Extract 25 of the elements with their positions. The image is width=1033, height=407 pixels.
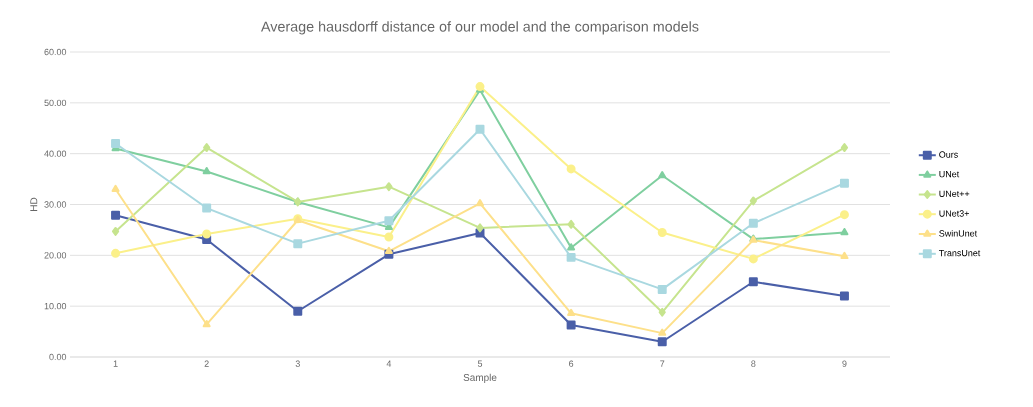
x-tick-label: 6: [569, 360, 574, 367]
legend-label: SwinUnet: [939, 230, 978, 237]
y-tick-label: 20.00: [44, 252, 67, 259]
chart-title: Average hausdorff distance of our model and the comparison models: [260, 21, 699, 35]
x-tick-label: 8: [751, 360, 756, 367]
y-tick-label: 50.00: [44, 99, 67, 107]
x-tick-label: 1: [113, 360, 118, 367]
y-tick-label: 10.00: [44, 302, 67, 310]
x-tick-label: 7: [660, 360, 665, 367]
y-tick-label: 40.00: [44, 150, 67, 157]
x-tick-label: 2: [204, 360, 209, 367]
legend-label: UNet: [939, 171, 960, 178]
x-tick-label: 5: [477, 360, 483, 367]
y-tick-label: 30.00: [44, 201, 67, 208]
y-axis-title: HD: [30, 197, 38, 211]
x-tick-label: 4: [386, 360, 392, 367]
legend-label: Ours: [939, 151, 958, 158]
x-tick-label: 9: [842, 360, 847, 367]
y-tick-label: 60.00: [44, 48, 67, 56]
x-axis-title: Sample: [463, 373, 497, 383]
legend-label: UNet++: [939, 190, 970, 197]
legend-label: TransUnet: [938, 249, 981, 257]
x-tick-label: 3: [295, 360, 300, 367]
y-tick-label: 0.00: [49, 353, 67, 361]
legend-label: UNet3+: [939, 210, 969, 217]
